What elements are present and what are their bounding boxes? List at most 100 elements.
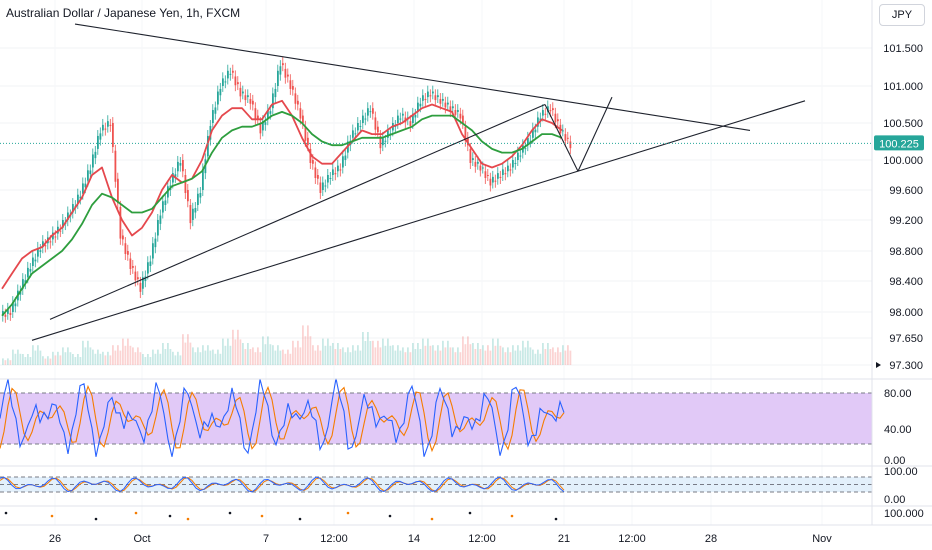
price-tick-label: 100.000 xyxy=(883,155,923,167)
volume-bar xyxy=(449,347,452,365)
price-axis[interactable]: 101.500 101.000 100.500 100.000 99.600 99.200… xyxy=(883,43,923,372)
volume-bar xyxy=(429,345,432,365)
volume-bar xyxy=(414,349,417,365)
volume-bar xyxy=(419,349,422,365)
trendline[interactable] xyxy=(74,23,751,131)
volume-bar xyxy=(422,338,424,365)
volume-bar xyxy=(284,353,287,365)
volume-bar xyxy=(212,349,214,365)
candle xyxy=(317,175,319,179)
candle xyxy=(394,125,397,127)
stoch-rsi-panel[interactable] xyxy=(0,476,872,493)
candle xyxy=(327,175,329,183)
volume-bar xyxy=(469,344,472,365)
candle xyxy=(24,280,27,283)
volume-bar xyxy=(537,349,539,365)
volume-bar xyxy=(34,350,37,365)
candle xyxy=(229,73,232,75)
volume-bar xyxy=(167,343,169,365)
volume-bar xyxy=(82,340,84,365)
volume-bar xyxy=(2,358,4,365)
candle xyxy=(274,88,277,98)
candle xyxy=(367,108,369,116)
volume-bar xyxy=(502,347,504,365)
candle xyxy=(294,93,297,104)
candle xyxy=(132,266,134,268)
volume-bar xyxy=(317,345,319,365)
current-price-badge: 100.225 xyxy=(874,135,924,151)
trendline[interactable] xyxy=(544,104,579,172)
candle xyxy=(379,135,382,149)
currency-selector[interactable]: JPY xyxy=(879,4,925,26)
candle xyxy=(42,241,44,248)
price-tick-label: 97.650 xyxy=(889,333,923,345)
volume-bar xyxy=(372,340,374,365)
volume-bar xyxy=(234,339,237,365)
candle xyxy=(112,123,114,148)
stochastic-panel[interactable] xyxy=(0,378,872,457)
time-tick-label: Oct xyxy=(133,533,150,545)
candle xyxy=(509,169,512,171)
candle xyxy=(442,98,444,101)
candle xyxy=(144,276,147,281)
candle xyxy=(567,137,569,139)
candle xyxy=(397,115,399,123)
candle xyxy=(184,175,187,193)
volume-bar xyxy=(187,334,189,365)
price-candles[interactable] xyxy=(2,57,572,323)
volume-bar xyxy=(109,355,112,365)
candle xyxy=(459,113,462,119)
candle xyxy=(472,158,474,160)
volume-bar xyxy=(107,351,109,365)
candle xyxy=(557,119,559,122)
volume-bar xyxy=(174,355,177,365)
candle xyxy=(174,174,177,177)
volume-bar xyxy=(337,343,339,365)
volume-bar xyxy=(124,345,127,365)
candle xyxy=(49,241,52,243)
signal-dot xyxy=(298,517,302,521)
signal-dot xyxy=(554,517,558,521)
volume-bar xyxy=(12,349,14,365)
volume-bar xyxy=(432,345,434,365)
candle xyxy=(524,148,527,150)
volume-bar xyxy=(239,339,242,365)
candle xyxy=(257,115,259,120)
volume-bar xyxy=(189,342,192,365)
time-tick-label: 26 xyxy=(49,533,61,545)
trendline[interactable] xyxy=(577,96,613,172)
candle xyxy=(182,160,184,172)
trendline[interactable] xyxy=(49,103,546,320)
time-axis[interactable]: 26 Oct 7 12:00 14 12:00 21 12:00 28 Nov xyxy=(49,533,832,545)
candle xyxy=(234,76,237,86)
volume-bar xyxy=(132,347,134,365)
volume-bar xyxy=(562,345,564,365)
candle xyxy=(519,155,522,157)
volume-bar xyxy=(94,353,97,365)
candle xyxy=(504,173,507,175)
candle xyxy=(114,150,117,182)
volume-bar xyxy=(402,347,404,365)
volume-bar xyxy=(319,350,322,365)
candle xyxy=(194,208,197,213)
signal-dot xyxy=(134,511,138,515)
signal-dot xyxy=(388,514,392,518)
volume-bar xyxy=(177,351,179,365)
volume-bar xyxy=(192,347,194,365)
volume-bar xyxy=(254,352,257,365)
volume-bar xyxy=(524,347,527,365)
candle xyxy=(9,312,12,315)
volume-bar xyxy=(142,354,144,365)
volume-bar xyxy=(434,350,437,365)
volume-bar xyxy=(374,347,377,365)
candle xyxy=(247,95,249,98)
volume-bar xyxy=(472,343,474,365)
volume-bar xyxy=(344,352,347,365)
volume-bar xyxy=(417,343,419,365)
candle xyxy=(59,230,62,232)
trendlines[interactable] xyxy=(31,23,806,341)
price-tick-label: 98.400 xyxy=(889,276,923,288)
trendline[interactable] xyxy=(31,100,806,341)
price-tick-label: 98.800 xyxy=(889,246,923,258)
